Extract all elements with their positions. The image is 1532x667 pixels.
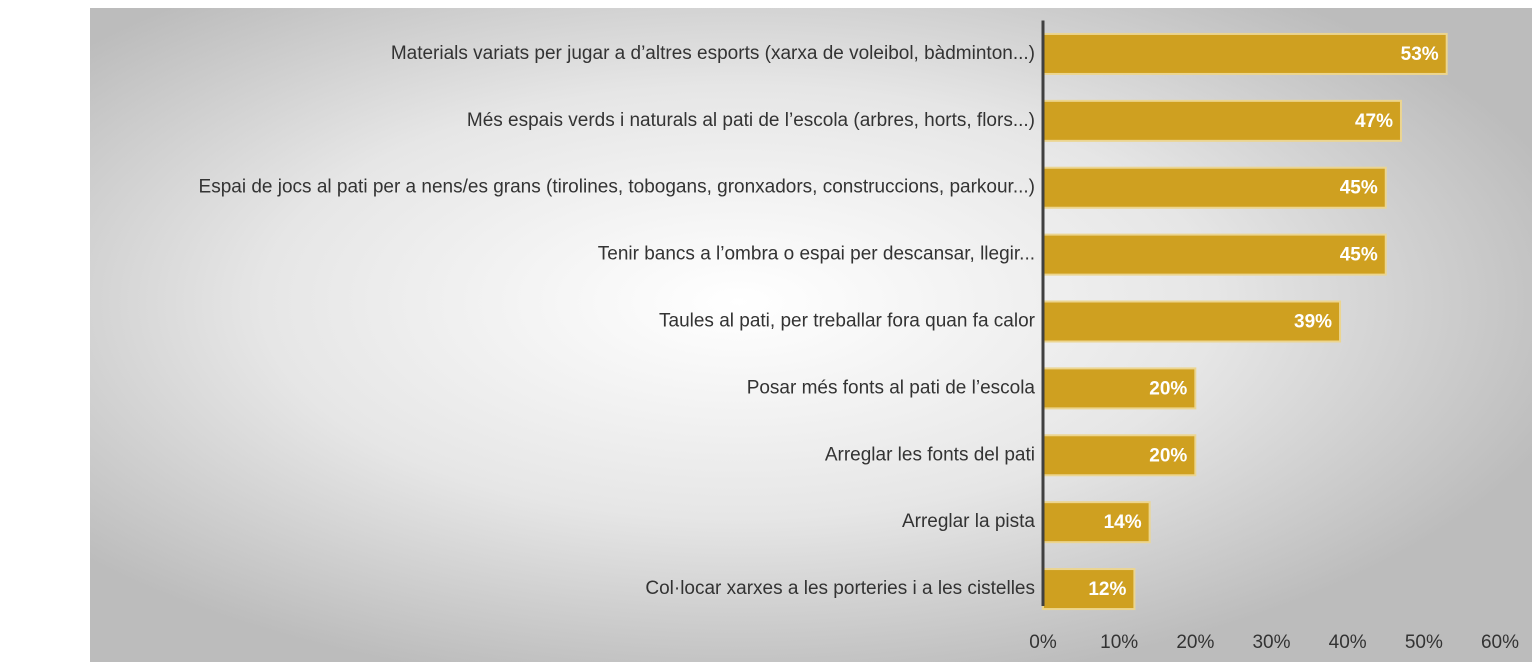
x-tick-label: 40% <box>1329 632 1367 653</box>
data-label: 45% <box>1340 245 1378 266</box>
y-tick-label: Arreglar les fonts del pati <box>825 444 1035 465</box>
y-tick-label: Col·locar xarxes a les porteries i a les… <box>645 578 1035 599</box>
bar <box>1042 233 1387 276</box>
y-tick-label: Materials variats per jugar a d’altres e… <box>391 43 1035 64</box>
bar <box>1042 32 1448 75</box>
y-tick-label: Posar més fonts al pati de l’escola <box>747 377 1036 398</box>
data-label: 53% <box>1401 44 1439 65</box>
x-tick-label: 20% <box>1176 632 1214 653</box>
bar <box>1042 166 1387 209</box>
y-tick-label: Arreglar la pista <box>902 511 1035 532</box>
bar <box>1042 367 1197 410</box>
bar <box>1042 300 1342 343</box>
data-label: 39% <box>1294 312 1332 333</box>
bar <box>1042 501 1151 544</box>
bar <box>1042 568 1136 611</box>
x-tick-label: 0% <box>1029 632 1057 653</box>
data-label: 20% <box>1149 445 1187 466</box>
data-label: 12% <box>1088 579 1126 600</box>
x-tick-label: 10% <box>1100 632 1138 653</box>
y-tick-label: Espai de jocs al pati per a nens/es gran… <box>199 177 1035 198</box>
y-tick-label: Taules al pati, per treballar fora quan … <box>659 311 1036 332</box>
bar <box>1042 99 1402 142</box>
bar <box>1042 434 1197 477</box>
data-label: 20% <box>1149 378 1187 399</box>
y-tick-label: Més espais verds i naturals al pati de l… <box>467 110 1035 131</box>
y-tick-label: Tenir bancs a l’ombra o espai per descan… <box>598 244 1035 265</box>
data-label: 14% <box>1104 512 1142 533</box>
x-tick-label: 60% <box>1481 632 1519 653</box>
data-label: 47% <box>1355 111 1393 132</box>
x-tick-label: 50% <box>1405 632 1443 653</box>
x-tick-label: 30% <box>1252 632 1290 653</box>
data-label: 45% <box>1340 178 1378 199</box>
